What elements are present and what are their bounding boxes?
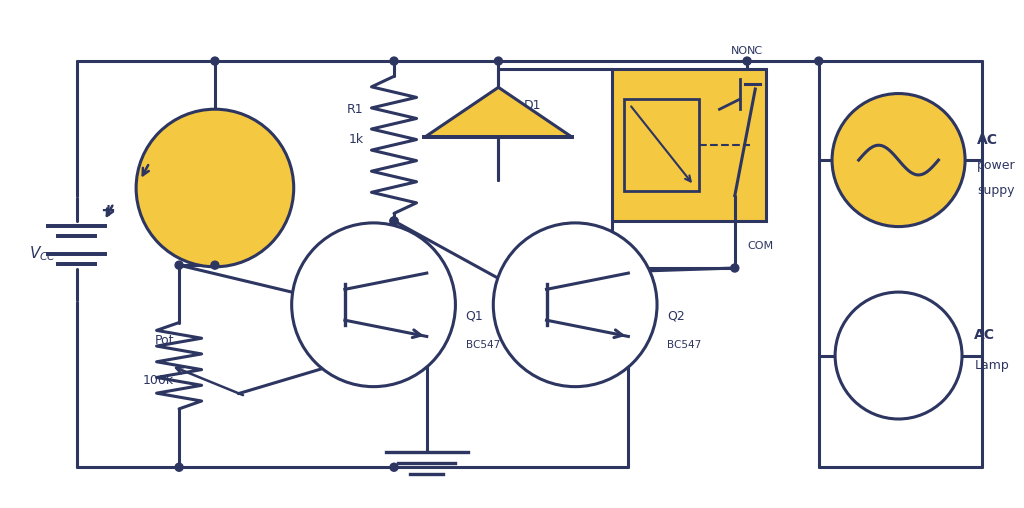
Text: D1: D1 (524, 99, 542, 112)
Text: Q2: Q2 (668, 310, 685, 323)
Circle shape (494, 223, 657, 387)
Circle shape (211, 261, 219, 269)
Text: AC: AC (977, 133, 998, 147)
Text: 1k: 1k (348, 133, 364, 146)
Circle shape (743, 57, 751, 65)
Text: Q1: Q1 (466, 310, 483, 323)
Circle shape (390, 217, 398, 225)
Text: NC: NC (748, 46, 763, 56)
Circle shape (390, 57, 398, 65)
Circle shape (390, 217, 398, 225)
Polygon shape (424, 87, 572, 138)
Text: R1: R1 (347, 103, 364, 116)
Circle shape (390, 463, 398, 471)
Text: +: + (100, 202, 115, 220)
Text: AC: AC (974, 328, 995, 342)
Circle shape (495, 57, 503, 65)
Circle shape (292, 223, 456, 387)
Text: suppy: suppy (977, 184, 1015, 197)
FancyBboxPatch shape (625, 99, 699, 190)
Text: 100k: 100k (143, 374, 174, 388)
Text: BC547: BC547 (466, 340, 500, 351)
Circle shape (731, 264, 738, 272)
Text: NO: NO (731, 46, 749, 56)
Circle shape (833, 93, 965, 227)
Text: BC547: BC547 (668, 340, 701, 351)
FancyBboxPatch shape (612, 69, 766, 221)
Circle shape (175, 261, 183, 269)
Text: $V_{CC}$: $V_{CC}$ (29, 245, 56, 263)
Circle shape (211, 57, 219, 65)
Text: Pot: Pot (155, 334, 174, 347)
Circle shape (836, 292, 962, 419)
Circle shape (175, 463, 183, 471)
Circle shape (815, 57, 822, 65)
Text: power: power (977, 158, 1016, 172)
Circle shape (136, 109, 294, 267)
Text: Lamp: Lamp (974, 359, 1009, 372)
Text: COM: COM (748, 241, 773, 251)
